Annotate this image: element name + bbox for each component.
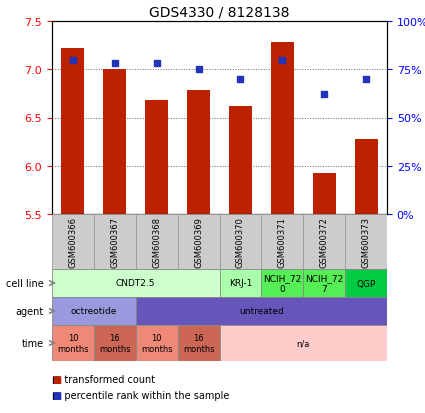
Bar: [219, 269, 261, 297]
Text: n/a: n/a: [297, 339, 310, 348]
Text: untreated: untreated: [239, 307, 284, 316]
Text: agent: agent: [15, 306, 44, 316]
Bar: [178, 214, 219, 269]
Bar: [271, 43, 294, 214]
Bar: [52, 269, 219, 297]
Text: KRJ-1: KRJ-1: [229, 279, 252, 288]
Text: 16
months: 16 months: [183, 333, 214, 353]
Text: octreotide: octreotide: [71, 307, 117, 316]
Bar: [136, 214, 178, 269]
Point: [111, 61, 118, 68]
Text: ■: ■: [52, 390, 61, 400]
Text: ■: ■: [52, 374, 61, 384]
Bar: [178, 325, 219, 361]
Point: [153, 61, 160, 68]
Bar: [229, 107, 252, 214]
Point: [363, 76, 369, 83]
Text: QGP: QGP: [357, 279, 376, 288]
Bar: [136, 325, 178, 361]
Bar: [94, 325, 136, 361]
Text: GSM600373: GSM600373: [362, 216, 371, 267]
Bar: [103, 70, 126, 214]
Bar: [261, 214, 303, 269]
Bar: [145, 101, 168, 214]
Bar: [136, 297, 387, 325]
Text: NCIH_72
7: NCIH_72 7: [305, 274, 343, 293]
Text: 10
months: 10 months: [141, 333, 173, 353]
Text: GSM600367: GSM600367: [110, 216, 119, 267]
Bar: [52, 325, 94, 361]
Bar: [345, 214, 387, 269]
Title: GDS4330 / 8128138: GDS4330 / 8128138: [149, 5, 290, 19]
Bar: [219, 325, 387, 361]
Text: GSM600370: GSM600370: [236, 216, 245, 267]
Text: ■ transformed count: ■ transformed count: [52, 374, 155, 384]
Text: GSM600371: GSM600371: [278, 216, 287, 267]
Text: ■ percentile rank within the sample: ■ percentile rank within the sample: [52, 390, 230, 400]
Point: [237, 76, 244, 83]
Point: [195, 67, 202, 74]
Text: 10
months: 10 months: [57, 333, 89, 353]
Bar: [303, 269, 345, 297]
Text: GSM600372: GSM600372: [320, 216, 329, 267]
Bar: [345, 269, 387, 297]
Text: GSM600369: GSM600369: [194, 216, 203, 267]
Bar: [52, 214, 94, 269]
Bar: [354, 140, 377, 214]
Text: cell line: cell line: [6, 278, 44, 288]
Bar: [94, 214, 136, 269]
Text: GSM600368: GSM600368: [152, 216, 161, 267]
Text: NCIH_72
0: NCIH_72 0: [263, 274, 301, 293]
Bar: [303, 214, 345, 269]
Text: GSM600366: GSM600366: [68, 216, 77, 267]
Point: [279, 57, 286, 64]
Text: 16
months: 16 months: [99, 333, 130, 353]
Bar: [219, 214, 261, 269]
Point: [70, 57, 76, 64]
Bar: [52, 297, 136, 325]
Text: time: time: [22, 338, 44, 348]
Bar: [313, 174, 336, 214]
Text: CNDT2.5: CNDT2.5: [116, 279, 156, 288]
Point: [321, 92, 328, 98]
Bar: [62, 49, 85, 214]
Bar: [187, 91, 210, 214]
Bar: [261, 269, 303, 297]
